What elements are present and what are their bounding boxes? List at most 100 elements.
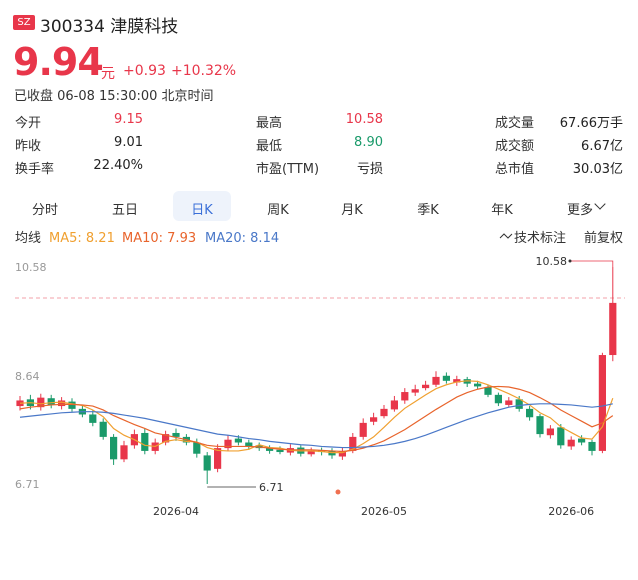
tab[interactable]: 分时	[31, 203, 58, 218]
candle-body	[598, 355, 606, 451]
stat-label: 成交额	[495, 139, 535, 154]
tab-selected-bg	[173, 191, 231, 221]
ma-legend: MA10: 7.93	[122, 231, 196, 246]
price: 9.94	[13, 40, 104, 84]
change-pct: +10.32%	[171, 63, 237, 79]
candle-body	[578, 438, 586, 443]
stat-value: 30.03亿	[572, 162, 623, 177]
candle-body	[141, 432, 149, 451]
stat-value: 亏损	[356, 162, 383, 177]
stat-value: 9.15	[114, 112, 143, 127]
ma-legend: MA5: 8.21	[49, 231, 115, 246]
candle-body	[110, 436, 118, 460]
candle-body	[442, 375, 450, 381]
tab[interactable]: 月K	[341, 203, 363, 218]
candle-body	[120, 445, 128, 460]
market-badge: SZ	[13, 15, 35, 30]
max-marker-label: 10.58	[536, 255, 568, 268]
candle-body	[422, 384, 430, 389]
candle-body	[234, 438, 242, 443]
ma-legend: MA20: 8.14	[205, 231, 279, 246]
candle-body	[567, 439, 575, 447]
candle-body	[526, 408, 534, 418]
stat-label: 总市值	[495, 162, 535, 177]
tab[interactable]: 季K	[417, 203, 439, 218]
price-unit: 元	[101, 66, 115, 82]
stat-label: 最低	[256, 139, 283, 154]
stat-value: 22.40%	[93, 158, 143, 173]
candle-body	[58, 400, 66, 407]
y-tick-label: 10.58	[15, 261, 47, 274]
candle-body	[505, 400, 513, 405]
y-tick-label: 6.71	[15, 478, 40, 491]
stat-label: 换手率	[15, 162, 55, 177]
candle-body	[99, 421, 107, 437]
tab[interactable]: 五日	[111, 203, 138, 218]
candle-body	[37, 397, 45, 408]
candle-body	[47, 398, 55, 405]
max-marker-line	[570, 260, 614, 267]
tab[interactable]: 周K	[267, 203, 289, 218]
change: +0.93	[123, 63, 166, 79]
candle-body	[245, 442, 253, 447]
candle-body	[515, 399, 523, 409]
stat-label: 最高	[256, 116, 283, 131]
candle-body	[162, 434, 170, 443]
candle-body	[494, 394, 502, 404]
candle-body	[307, 450, 315, 455]
candle-body	[453, 379, 461, 383]
candle-body	[214, 448, 222, 469]
ma-line	[19, 380, 614, 454]
tab[interactable]: 更多	[566, 203, 593, 218]
ma-title: 均线	[15, 231, 41, 246]
stat-value: 67.66万手	[559, 116, 623, 131]
candle-body	[390, 400, 398, 410]
tool-icon	[499, 233, 513, 239]
event-dot	[335, 489, 341, 495]
stat-label: 市盈(TTM)	[256, 162, 320, 177]
candle-body	[609, 302, 617, 356]
status: 已收盘 06-08 15:30:00 北京时间	[14, 89, 214, 104]
tab[interactable]: 日K	[191, 203, 213, 218]
candle-body	[349, 436, 357, 451]
candle-body	[557, 427, 565, 446]
candle-body	[89, 414, 97, 423]
stat-value: 6.67亿	[581, 139, 623, 154]
candle-body	[484, 386, 492, 395]
candle-body	[401, 392, 409, 401]
candle-body	[338, 450, 346, 457]
x-tick-label: 2026-04	[153, 505, 199, 518]
candle-body	[224, 439, 232, 449]
stat-value: 8.90	[354, 135, 383, 150]
stat-label: 今开	[15, 116, 42, 131]
x-tick-label: 2026-06	[548, 505, 594, 518]
candle-body	[588, 441, 596, 451]
candle-body	[370, 417, 378, 422]
tab[interactable]: 年K	[491, 203, 513, 218]
stock-title: 300334 津膜科技	[40, 17, 179, 37]
candle-body	[536, 416, 544, 435]
candle-body	[172, 432, 180, 437]
min-marker-label: 6.71	[259, 481, 284, 494]
ma-line	[19, 403, 613, 449]
x-tick-label: 2026-05	[361, 505, 407, 518]
candle-body	[359, 422, 367, 437]
stat-value: 10.58	[345, 112, 383, 127]
candle-body	[380, 408, 388, 417]
candle-body	[266, 447, 274, 451]
tool-button[interactable]: 前复权	[584, 230, 623, 246]
stat-value: 9.01	[114, 135, 143, 150]
candle-body	[193, 442, 201, 454]
candle-body	[432, 376, 440, 385]
max-marker-dot	[568, 259, 572, 263]
ma-line	[19, 385, 614, 453]
candle-body	[68, 401, 76, 409]
stat-label: 成交量	[495, 116, 535, 131]
candle-body	[203, 455, 211, 471]
stat-label: 昨收	[15, 139, 42, 154]
candle-body	[276, 449, 284, 453]
candle-body	[411, 389, 419, 393]
tool-button[interactable]: 技术标注	[514, 231, 566, 246]
